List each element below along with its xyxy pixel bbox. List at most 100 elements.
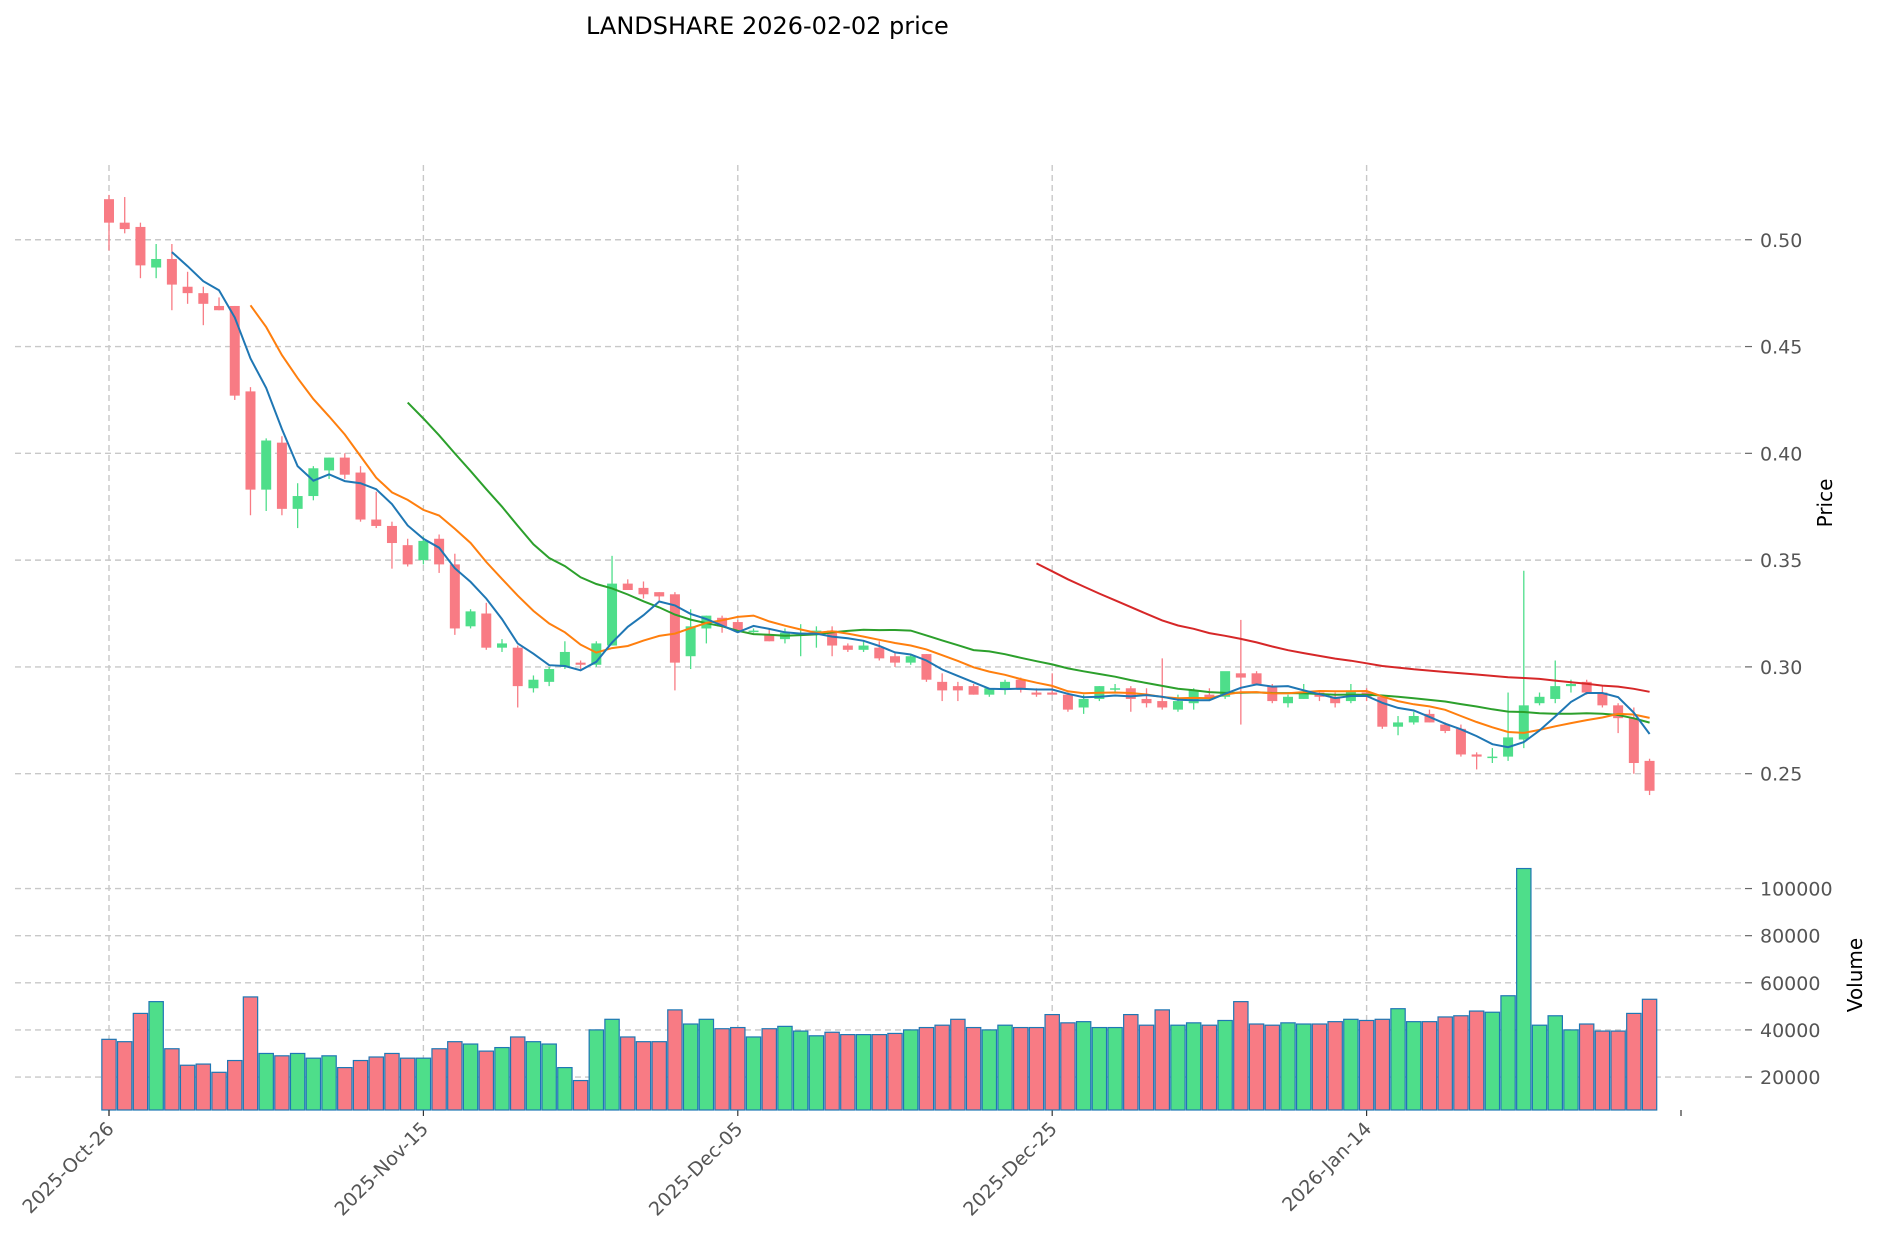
volume-bar (478, 1050, 495, 1111)
candle-body (1251, 673, 1262, 684)
candle-body (748, 630, 759, 633)
volume-bar (211, 1071, 227, 1111)
volume-bar (1201, 1024, 1218, 1111)
volume-bar (116, 1041, 133, 1111)
candle-body (481, 613, 492, 648)
candle-body (449, 564, 460, 629)
candle-body (827, 630, 838, 646)
candle-body (1628, 718, 1639, 764)
candle-body (1110, 688, 1121, 690)
volume-bar (1343, 1018, 1359, 1111)
candle-body (968, 686, 979, 695)
volume-bars (101, 867, 1658, 1111)
volume-bar (682, 1023, 699, 1111)
volume-bar (918, 1026, 935, 1111)
candle-body (591, 643, 602, 665)
candle-body (874, 647, 885, 659)
candle-body (1330, 696, 1341, 704)
volume-bar (384, 1052, 400, 1111)
volume-bar (541, 1043, 557, 1111)
volume-bar (1484, 1011, 1501, 1111)
volume-bar (1437, 1016, 1453, 1111)
volume-bar (792, 1030, 809, 1111)
candle-body (559, 651, 570, 667)
volume-bar (1547, 1015, 1563, 1111)
volume-bar (352, 1059, 369, 1111)
volume-bar (415, 1057, 432, 1111)
candle-body (339, 457, 350, 475)
chart-title: LANDSHARE 2026-02-02 price (586, 12, 949, 40)
volume-bar (934, 1024, 950, 1111)
candle-body (1298, 692, 1309, 699)
volume-bar (997, 1024, 1013, 1111)
x-tick-label: 2025-Oct-26 (18, 1118, 118, 1218)
candle-body (654, 592, 665, 597)
volume-bar (1217, 1019, 1233, 1111)
grid-layer (15, 165, 1752, 1116)
volume-bar (777, 1025, 793, 1111)
volume-bar (1185, 1022, 1202, 1111)
volume-tick-label: 100000 (1760, 879, 1833, 901)
x-tick-label: 2025-Nov-15 (331, 1118, 433, 1220)
candle-body (386, 525, 397, 544)
candle-body (952, 686, 963, 691)
x-tick-label: 2025-Dec-25 (959, 1118, 1062, 1221)
candle-body (669, 594, 680, 663)
ma60-line (1036, 562, 1650, 693)
price-tick-label: 0.50 (1760, 230, 1802, 252)
moving-average-lines (171, 251, 1651, 749)
candle-body (1204, 694, 1215, 699)
volume-bar (1060, 1022, 1076, 1111)
price-tick-label: 0.30 (1760, 657, 1802, 679)
volume-bar (195, 1063, 212, 1111)
candle-body (1393, 722, 1404, 727)
candle-body (104, 199, 114, 223)
candle-body (811, 630, 822, 633)
candle-body (1172, 701, 1183, 710)
volume-bar (1044, 1013, 1060, 1111)
candle-body (890, 656, 900, 663)
volume-bar (1311, 1023, 1328, 1111)
candle-body (324, 457, 335, 471)
volume-bar (321, 1055, 337, 1111)
candle-body (1157, 701, 1168, 708)
candle-body (1518, 705, 1529, 740)
volume-bar (274, 1055, 290, 1111)
candle-body (1644, 760, 1655, 791)
candle-body (1534, 696, 1545, 704)
price-tick-label: 0.45 (1760, 337, 1802, 359)
volume-bar (855, 1034, 872, 1111)
price-tick-label: 0.35 (1760, 550, 1802, 572)
candle-body (528, 679, 539, 689)
volume-bar (289, 1052, 306, 1111)
volume-bar (1594, 1030, 1611, 1111)
volume-bar (101, 1038, 117, 1111)
candle-body (1283, 696, 1293, 704)
volume-bar (1374, 1018, 1391, 1111)
volume-bar (509, 1036, 526, 1111)
candle-body (905, 656, 916, 663)
candle-body (371, 519, 382, 526)
volume-bar (745, 1036, 762, 1111)
candle-body (1062, 694, 1073, 710)
volume-bar (572, 1079, 589, 1111)
volume-bar (1453, 1015, 1469, 1111)
volume-bar (619, 1036, 636, 1111)
volume-bar (667, 1009, 683, 1111)
volume-bar (447, 1041, 463, 1111)
candle-body (166, 258, 177, 285)
volume-bar (1138, 1024, 1155, 1111)
candle-body (1550, 686, 1561, 699)
volume-bar (1421, 1021, 1438, 1111)
volume-bar (1641, 998, 1658, 1111)
volume-bar (258, 1052, 274, 1111)
volume-bar (1012, 1026, 1029, 1111)
volume-bar (840, 1034, 856, 1111)
volume-bar (1123, 1013, 1139, 1111)
volume-bar (1563, 1029, 1579, 1111)
candle-body (512, 647, 523, 687)
volume-bar (1295, 1023, 1312, 1111)
x-tick-label: 2026-Jan-14 (1278, 1118, 1376, 1216)
volume-bar (148, 1001, 164, 1111)
candle-body (151, 258, 162, 268)
